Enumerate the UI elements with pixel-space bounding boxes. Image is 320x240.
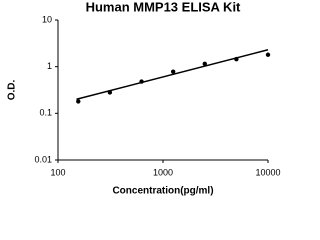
point <box>139 79 144 84</box>
trend-line <box>76 49 269 101</box>
y-tick-label: 10 <box>42 14 52 24</box>
point <box>265 52 271 57</box>
point <box>76 99 81 104</box>
x-axis-label: Concentration(pg/ml) <box>112 186 213 197</box>
x-tick-label: 1000 <box>153 167 173 177</box>
y-tick-label: 0.01 <box>34 154 52 164</box>
point <box>107 90 113 95</box>
y-tick-label: 1 <box>47 61 52 71</box>
x-tick-label: 100 <box>50 167 65 177</box>
chart: Human MMP13 ELISA Kit Concentration(pg/m… <box>7 0 281 197</box>
y-axis-label: O.D. <box>7 80 18 101</box>
chart-title: Human MMP13 ELISA Kit <box>86 0 241 14</box>
point <box>170 69 176 74</box>
y-tick-label: 0.1 <box>39 108 52 118</box>
x-tick-label: 10000 <box>255 167 280 177</box>
point <box>202 61 207 67</box>
point <box>234 56 239 62</box>
